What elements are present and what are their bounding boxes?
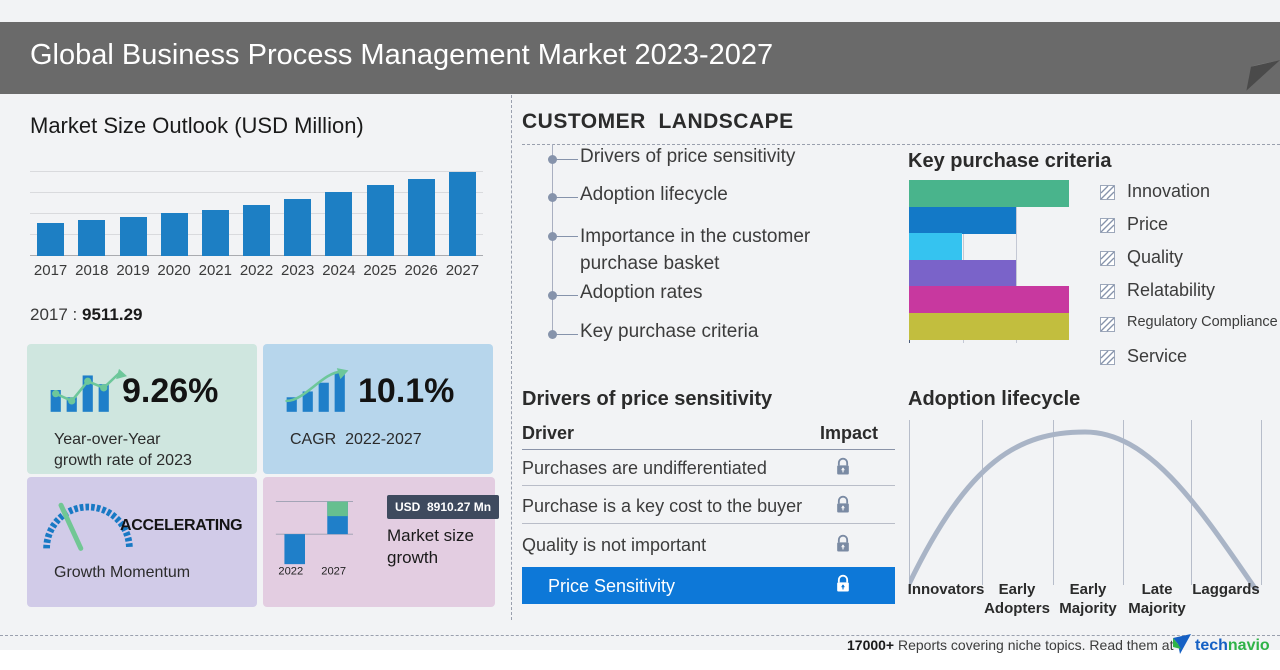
svg-text:2022: 2022 <box>278 565 303 577</box>
svg-text:technavio: technavio <box>1195 637 1270 654</box>
svg-text:2027: 2027 <box>321 565 346 577</box>
